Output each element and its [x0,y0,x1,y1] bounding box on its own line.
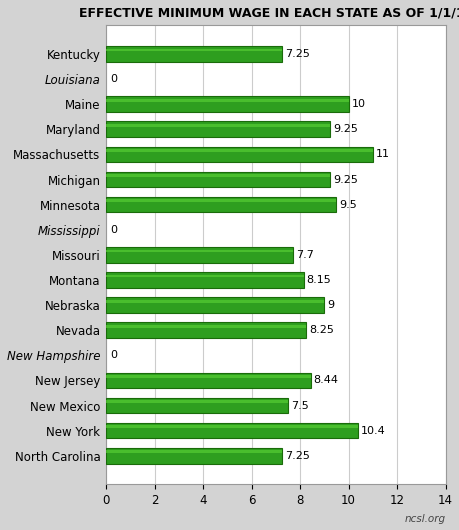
Bar [106,99,348,102]
Bar [106,199,336,202]
Title: EFFECTIVE MINIMUM WAGE IN EACH STATE AS OF 1/1/18: EFFECTIVE MINIMUM WAGE IN EACH STATE AS … [78,7,459,20]
Text: 9.25: 9.25 [332,124,358,134]
Text: 7.25: 7.25 [284,49,309,59]
Bar [106,373,310,388]
Bar [106,322,305,338]
Text: 8.25: 8.25 [308,325,333,335]
Text: 10: 10 [351,99,364,109]
Bar [106,300,324,303]
Bar [106,275,303,278]
Text: 7.25: 7.25 [284,451,309,461]
Bar [106,450,281,453]
Bar [106,121,330,137]
Text: 7.7: 7.7 [295,250,313,260]
Bar [106,124,330,127]
Text: 8.15: 8.15 [306,275,330,285]
Bar [106,46,281,61]
Bar [106,325,305,328]
Text: 9: 9 [326,300,334,310]
Bar [106,96,348,112]
Text: 9.5: 9.5 [339,200,356,210]
Bar [106,297,324,313]
Bar [106,149,372,152]
Bar [106,172,330,187]
Bar [106,197,336,213]
Bar [106,375,310,378]
Bar [106,247,292,263]
Text: 9.25: 9.25 [332,174,358,184]
Bar [106,147,372,162]
Text: ncsl.org: ncsl.org [404,514,445,524]
Text: 0: 0 [110,74,117,84]
Bar [106,448,281,464]
Bar [106,400,287,403]
Bar [106,272,303,288]
Bar [106,423,358,438]
Text: 8.44: 8.44 [313,375,338,385]
Bar [106,426,358,428]
Text: 0: 0 [110,225,117,235]
Text: 10.4: 10.4 [360,426,385,436]
Text: 11: 11 [375,149,389,160]
Bar [106,174,330,177]
Bar [106,398,287,413]
Text: 0: 0 [110,350,117,360]
Text: 7.5: 7.5 [290,401,308,411]
Bar [106,250,292,252]
Bar [106,49,281,51]
